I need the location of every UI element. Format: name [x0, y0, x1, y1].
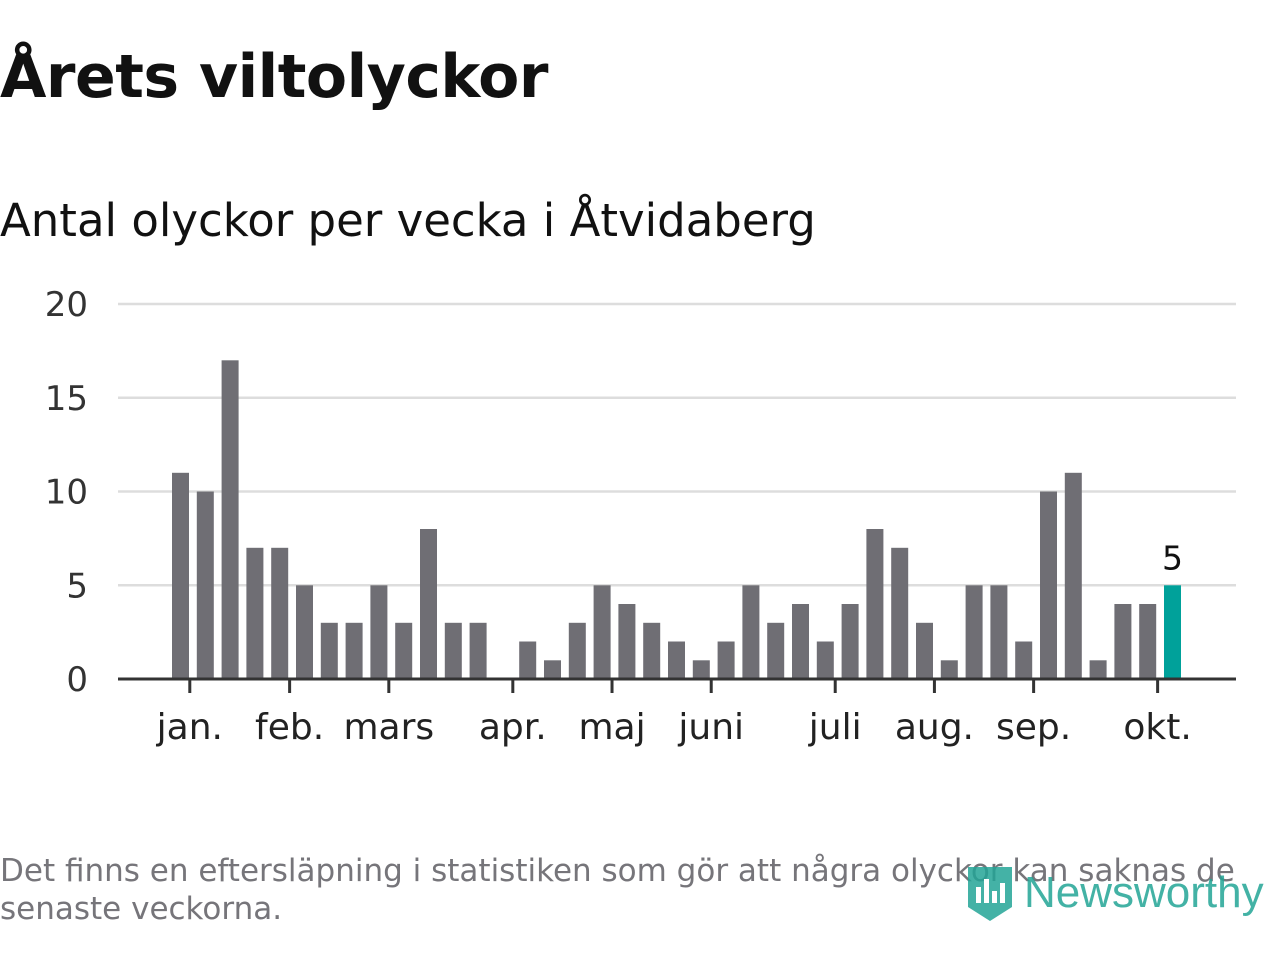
x-tick-label-okt.: okt.: [1123, 707, 1191, 748]
bar-week-38: [1089, 660, 1107, 680]
bar-week-18: [593, 585, 611, 680]
bar-week-35: [1015, 641, 1033, 679]
chart-title: Årets viltolyckor: [0, 42, 549, 112]
bar-chart: 0 5 10 15 20 5 jan. feb. mars apr. maj juni juli aug.…: [45, 285, 1236, 748]
bar-week-23: [717, 641, 735, 679]
bar-highlighted: [1164, 585, 1181, 680]
bar-week-1: [172, 472, 189, 680]
x-tick-label-juli: juli: [808, 707, 862, 748]
x-tick-label-maj: maj: [578, 707, 645, 748]
bar-week-2: [196, 491, 214, 679]
bar-week-31: [916, 622, 933, 680]
x-tick-label-mars: mars: [343, 707, 434, 748]
highlight-data-label: 5: [1162, 538, 1183, 577]
x-tick-label-feb.: feb.: [255, 707, 324, 748]
bar-week-25: [767, 622, 785, 680]
x-tick-label-jan.: jan.: [156, 707, 223, 748]
bar-week-7: [320, 622, 338, 680]
bar-week-19: [618, 604, 636, 679]
bar-week-26: [792, 604, 809, 679]
bar-week-4: [246, 547, 264, 680]
bar-week-40: [1139, 604, 1157, 679]
y-tick-label-20: 20: [45, 285, 88, 325]
bar-week-30: [891, 547, 909, 680]
bar-week-3: [221, 360, 239, 680]
newsworthy-logo: Newsworthy: [964, 858, 1264, 928]
bar-week-8: [345, 622, 363, 680]
bar-week-16: [544, 660, 561, 680]
footnote: Det finns en eftersläpning i statistiken…: [0, 853, 1235, 927]
bar-week-36: [1040, 491, 1057, 679]
bar-week-10: [395, 622, 413, 680]
bar-week-27: [816, 641, 834, 679]
bar-week-37: [1064, 472, 1082, 680]
bar-week-15: [519, 641, 537, 679]
bar-week-28: [841, 604, 859, 679]
bar-week-32: [940, 660, 958, 680]
x-tick-label-sep.: sep.: [996, 707, 1071, 748]
chart-subtitle: Antal olyckor per vecka i Åtvidaberg: [0, 194, 816, 247]
bar-week-34: [990, 585, 1008, 680]
x-tick-label-aug.: aug.: [895, 707, 974, 748]
bar-week-33: [965, 585, 983, 680]
bar-week-11: [420, 529, 437, 679]
y-tick-label-5: 5: [66, 566, 88, 606]
bar-week-20: [643, 622, 661, 680]
bar-week-5: [271, 547, 289, 680]
bar-week-29: [866, 529, 884, 679]
y-tick-label-0: 0: [66, 660, 88, 700]
x-tick-label-apr.: apr.: [479, 707, 547, 748]
logo-text: Newsworthy: [1024, 868, 1264, 917]
newsworthy-bars-icon: [968, 867, 1012, 921]
bar-week-9: [370, 585, 388, 680]
y-tick-label-10: 10: [45, 473, 88, 513]
bar-week-24: [742, 585, 760, 680]
bar-week-17: [568, 622, 586, 680]
bar-week-39: [1114, 604, 1132, 679]
bar-week-21: [668, 641, 685, 679]
bar-week-22: [692, 660, 710, 680]
bar-week-6: [296, 585, 313, 680]
y-tick-label-15: 15: [45, 379, 88, 419]
bar-week-12: [444, 622, 462, 680]
x-tick-label-juni: juni: [677, 707, 744, 748]
bar-week-13: [469, 622, 487, 680]
